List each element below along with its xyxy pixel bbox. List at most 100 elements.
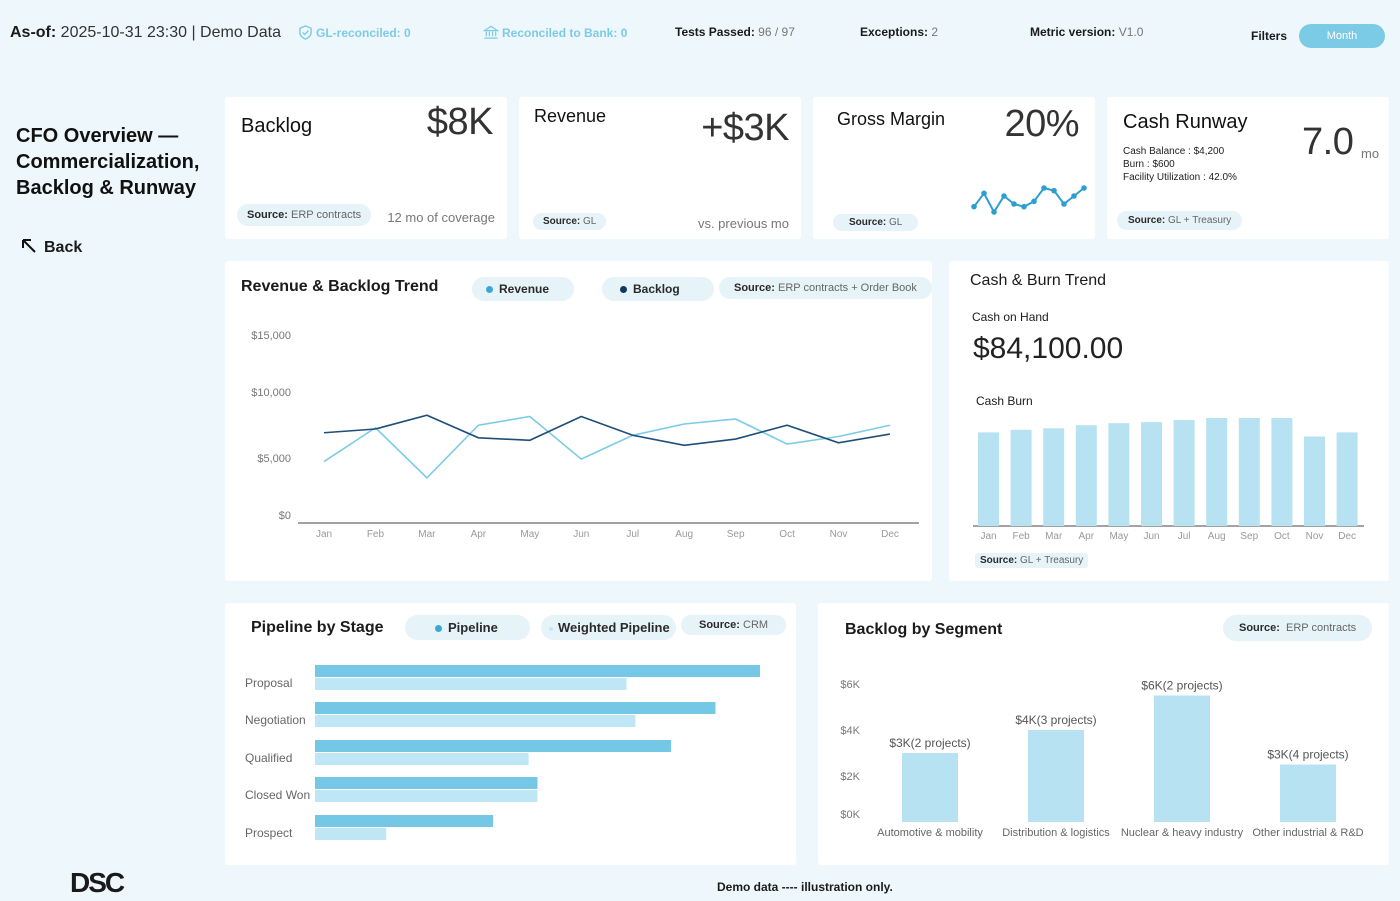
cash-on-hand-value: $84,100.00: [973, 332, 1124, 365]
sparkline-point-11: [1081, 185, 1087, 191]
revenue-source-label: Source:: [543, 216, 581, 227]
metric-version: Metric version: V1.0: [1030, 25, 1143, 39]
x-tick-label: Dec: [881, 529, 899, 540]
sparkline-point-2: [991, 209, 997, 215]
segment-data-label: $3K(4 projects): [1267, 748, 1348, 762]
segment-data-label: $6K(2 projects): [1141, 679, 1222, 693]
x-tick-label: May: [520, 529, 539, 540]
backlog-source-badge: Source: ERP contracts: [237, 204, 372, 226]
burn-bar: [1304, 436, 1325, 526]
cash-burn-card: Cash & Burn Trend Cash on Hand $84,100.0…: [949, 261, 1389, 581]
segment-x-label: Distribution & logistics: [1002, 827, 1110, 839]
dsc-logo-icon: DSC: [70, 867, 127, 898]
stage-label: Negotiation: [245, 713, 306, 727]
segment-bar: [902, 753, 958, 822]
cash-burn-chart: Jan Feb Mar Apr May Jun Jul Aug Sep Oct Nov Dec: [973, 418, 1364, 542]
stage-label: Closed Won: [245, 788, 311, 802]
legend-backlog[interactable]: Backlog: [602, 277, 714, 301]
company-logo: DSC: [70, 866, 144, 901]
metric-label: Metric version:: [1030, 25, 1116, 39]
pipeline-dot-icon: [435, 625, 442, 633]
segment-title: Backlog by Segment: [845, 621, 1003, 638]
x-tick-label: Jul: [626, 529, 639, 540]
arrow-up-left-icon: [22, 239, 36, 253]
pipeline-source-label: Source:: [699, 619, 740, 631]
legend-backlog-label: Backlog: [633, 282, 680, 296]
exceptions-label: Exceptions:: [860, 25, 929, 39]
segment-source-value: ERP contracts: [1286, 622, 1357, 634]
sparkline-point-9: [1061, 201, 1067, 207]
burn-x-label: Apr: [1079, 531, 1095, 542]
segment-data-label: $3K(2 projects): [889, 736, 970, 750]
segment-y-tick-label: $2K: [840, 771, 860, 783]
pipeline-bar: [315, 702, 716, 714]
weighted-pipeline-bar: [315, 753, 529, 765]
segment-card: Backlog by Segment Source: ERP contracts…: [818, 603, 1389, 865]
back-label: Back: [44, 239, 83, 256]
segment-y-tick-label: $6K: [840, 679, 860, 691]
backlog-kpi-title: Backlog: [241, 115, 313, 137]
x-tick-label: Apr: [471, 529, 487, 540]
weighted-pipeline-bar: [315, 790, 538, 802]
month-filter-button[interactable]: Month: [1299, 24, 1385, 48]
revenue-backlog-source-badge: Source: ERP contracts + Order Book: [719, 277, 932, 299]
segment-source-badge: Source: ERP contracts: [1223, 615, 1373, 641]
gl-reconciled-text: GL-reconciled: 0: [316, 26, 411, 40]
cash-burn-source-value: GL + Treasury: [1020, 555, 1084, 566]
series-line-revenue: [323, 415, 891, 480]
burn-bar: [1206, 418, 1228, 526]
legend-pipeline[interactable]: Pipeline: [405, 615, 530, 640]
logo-text: DSC: [70, 867, 125, 896]
x-tick-label: Sep: [727, 529, 745, 540]
gross-margin-source-label: Source:: [849, 217, 887, 228]
sparkline-point-4: [1011, 201, 1017, 207]
gross-margin-source-value: GL: [889, 217, 903, 228]
x-tick-label: Jan: [316, 529, 332, 540]
pipeline-bar: [315, 740, 671, 752]
segment-x-label: Other industrial & R&D: [1252, 827, 1363, 839]
cash-on-hand-label: Cash on Hand: [972, 310, 1049, 324]
segment-bar: [1028, 730, 1084, 822]
sparkline-point-5: [1021, 203, 1027, 210]
sparkline-point-6: [1031, 198, 1037, 205]
cash-burn-source-badge: Source: GL + Treasury: [975, 553, 1089, 568]
filters-label: Filters: [1251, 29, 1288, 43]
sparkline-point-7: [1041, 185, 1047, 191]
legend-revenue-label: Revenue: [499, 282, 550, 296]
legend-weighted-pipeline[interactable]: Weighted Pipeline: [541, 615, 676, 640]
cash-runway-kpi-card: Cash Runway 7.0 mo Cash Balance : $4,200…: [1107, 97, 1389, 239]
pipeline-title: Pipeline by Stage: [251, 619, 384, 636]
segment-bar: [1280, 764, 1336, 822]
page-title: CFO Overview — Commercialization, Backlo…: [16, 125, 200, 199]
burn-x-label: Feb: [1012, 531, 1030, 542]
tests-passed: Tests Passed: 96 / 97: [675, 25, 795, 39]
segment-data-label: $4K(3 projects): [1015, 713, 1096, 727]
cash-runway-source-value: GL + Treasury: [1168, 215, 1232, 226]
y-tick-label: $0: [279, 510, 291, 522]
back-button[interactable]: Back: [20, 237, 82, 257]
weighted-pipeline-bar: [315, 678, 627, 690]
exceptions: Exceptions: 2: [860, 25, 938, 39]
shield-check-icon: [299, 25, 312, 40]
burn-x-label: Oct: [1274, 531, 1290, 542]
gross-margin-kpi-title: Gross Margin: [837, 109, 946, 129]
pipeline-source-value: CRM: [743, 619, 769, 631]
x-tick-label: Jun: [573, 529, 589, 540]
revenue-kpi-title: Revenue: [534, 106, 607, 126]
legend-revenue[interactable]: Revenue: [472, 277, 574, 301]
bank-reconciled-text: Reconciled to Bank: 0: [502, 26, 628, 40]
stage-label: Prospect: [245, 826, 293, 840]
cash-runway-kpi-title: Cash Runway: [1123, 111, 1248, 133]
legend-weighted-label: Weighted Pipeline: [558, 620, 670, 635]
pipeline-bar: [315, 815, 493, 827]
tests-label: Tests Passed:: [675, 25, 755, 39]
sparkline-point-3: [1001, 193, 1007, 199]
pipeline-bar: [315, 777, 538, 789]
burn-x-label: Dec: [1338, 531, 1356, 542]
revenue-backlog-source-value: ERP contracts + Order Book: [778, 282, 917, 294]
bank-reconciled-badge: Reconciled to Bank: 0: [482, 25, 628, 40]
cash-burn-title: Cash & Burn Trend: [970, 272, 1107, 289]
backlog-kpi-value: $8K: [426, 101, 494, 143]
weighted-dot-icon: [549, 626, 553, 631]
backlog-source-label: Source:: [247, 209, 288, 221]
